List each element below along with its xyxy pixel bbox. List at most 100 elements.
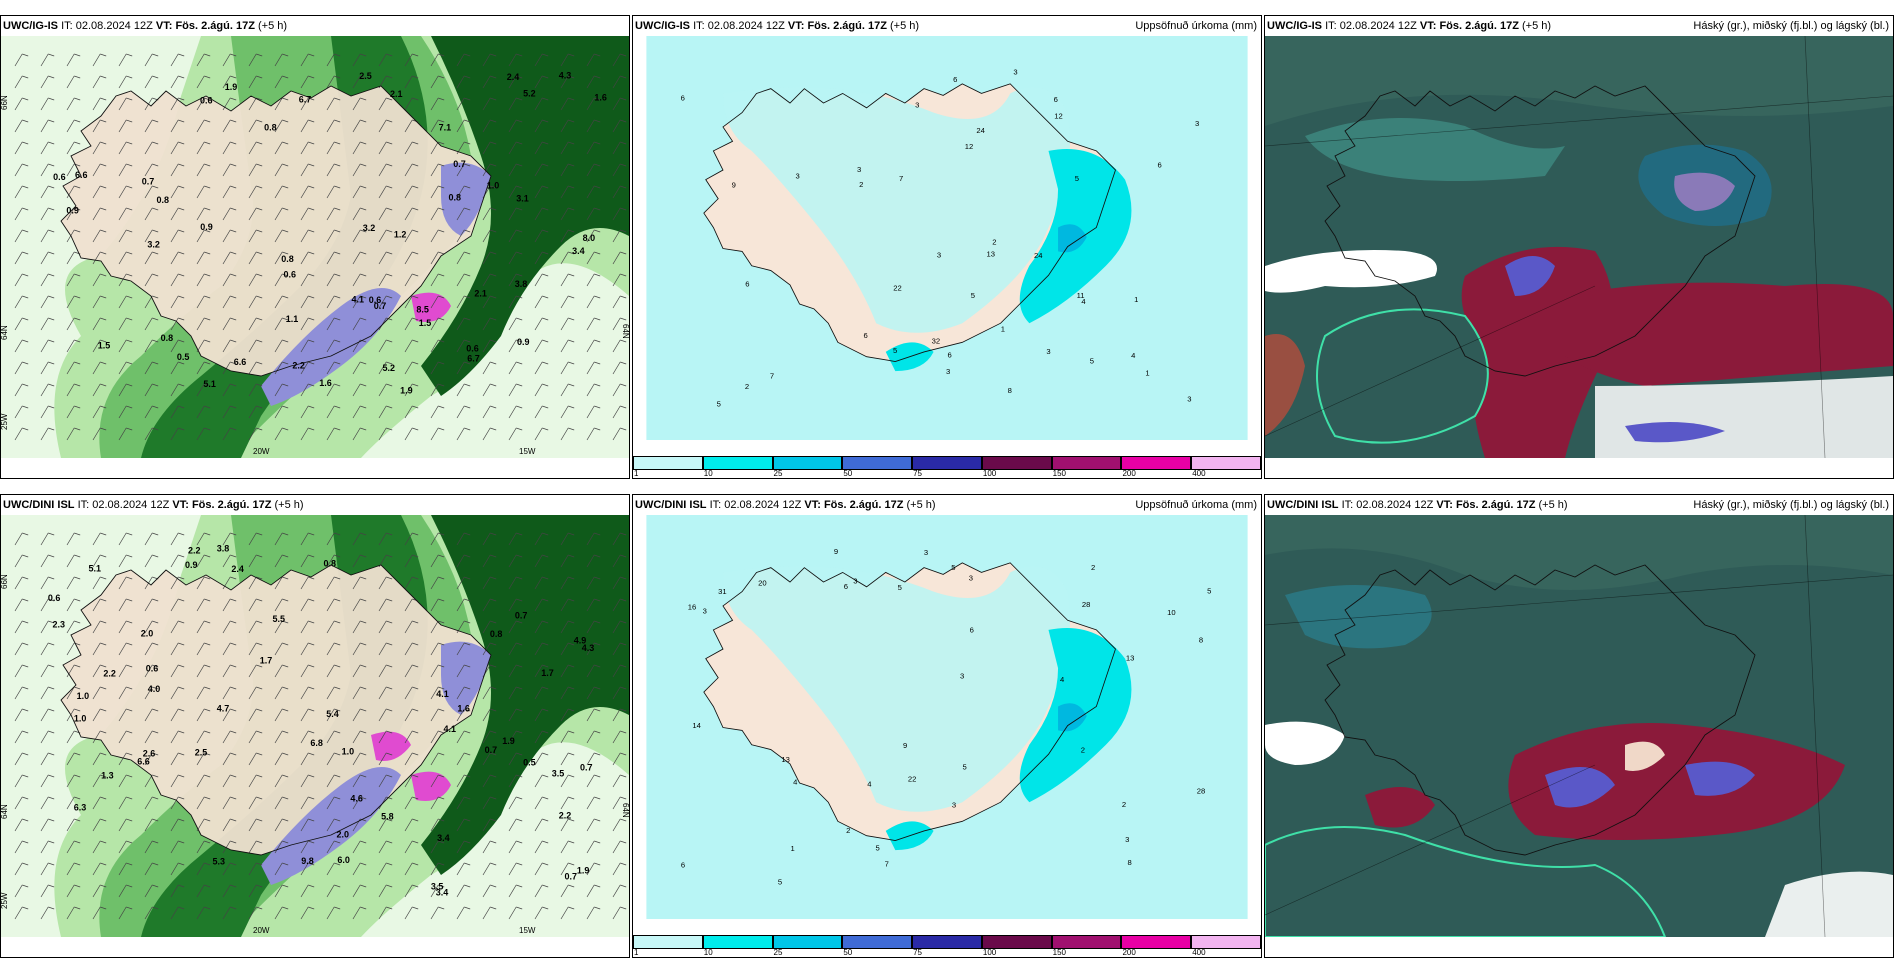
precip-value-label: 2.6	[143, 749, 156, 759]
accum-value-label: 1	[1134, 295, 1138, 304]
coastline	[1324, 564, 1756, 856]
accum-value-label: 4	[1081, 297, 1086, 306]
panel-title: Háský (gr.), miðský (fj.bl.) og lágský (…	[1693, 499, 1889, 511]
legend-label: 10	[703, 948, 713, 957]
grid-labels: 66N 64N 64N 25W 20W 15W	[1, 95, 629, 456]
accum-value-label: 7	[899, 174, 903, 183]
accum-value-label: 5	[898, 583, 902, 592]
lead-time: (+5 h)	[274, 499, 304, 511]
precip-value-label: 1.0	[342, 747, 355, 757]
legend-swatch	[633, 456, 703, 470]
precip-value-label: 2.0	[337, 830, 350, 840]
lat-label-66n: 66N	[1, 95, 9, 110]
legend-label: 25	[773, 948, 783, 957]
precip-value-label: 0.7	[374, 301, 387, 311]
precip-value-label: 4.9	[574, 636, 587, 646]
precip-value-label: 1.9	[400, 385, 413, 395]
legend-label: 1	[634, 469, 639, 478]
precip-value-label: 0.9	[66, 206, 79, 216]
precip-value-label: 3.8	[515, 279, 528, 289]
precip-value-label: 0.9	[200, 222, 213, 232]
precip-value-label: 3.4	[436, 887, 449, 897]
precip-value-label: 2.2	[559, 811, 572, 821]
accum-value-label: 6	[844, 582, 848, 591]
precip-value-label: 1.9	[577, 866, 590, 876]
wind-precip-map: 1.90.60.80.7 1.05.23.40.90.60.51.50.60.80…	[1, 36, 629, 458]
coastline	[60, 85, 492, 377]
lead-time: (+5 h)	[257, 20, 288, 32]
panel-header: UWC/DINI ISL IT: 02.08.2024 12Z VT: Fös.…	[1265, 495, 1893, 515]
accum-value-label: 11	[1077, 291, 1085, 300]
accum-value-label: 7	[885, 860, 889, 869]
legend-label: 25	[773, 469, 783, 478]
precip-value-label: 8.5	[416, 305, 429, 315]
accum-value-label: 6	[681, 94, 685, 103]
accum-value-label: 16	[688, 603, 697, 612]
cloud-cover-map	[1265, 515, 1893, 937]
lat-label-64n: 64N	[1, 325, 9, 340]
panel-title: Uppsöfnuð úrkoma (mm)	[1135, 20, 1257, 32]
coastline	[703, 562, 1116, 841]
accum-value-label: 6	[953, 75, 957, 84]
precip-value-label: 3.2	[363, 223, 376, 233]
precip-values: 1.90.60.80.7 1.05.23.40.90.60.51.50.60.80…	[53, 71, 607, 396]
accum-value-label: 28	[1197, 786, 1206, 795]
panel-header: UWC/IG-IS IT: 02.08.2024 12Z VT: Fös. 2.…	[1265, 16, 1893, 36]
accumulated-precip-panel-row2: UWC/DINI ISL IT: 02.08.2024 12Z VT: Fös.…	[632, 494, 1262, 958]
precip-value-label: 4.7	[217, 703, 230, 713]
precip-value-label: 0.6	[200, 96, 213, 106]
legend-swatch	[981, 456, 1052, 470]
accum-value-label: 24	[976, 126, 985, 135]
precip-value-label: 0.7	[453, 159, 466, 169]
accum-value-label: 2	[1122, 800, 1126, 809]
precip-value-label: 0.8	[161, 333, 174, 343]
precip-value-label: 5.4	[326, 709, 339, 719]
precip-value-label: 3.2	[147, 240, 160, 250]
precip-value-label: 4.0	[148, 684, 161, 694]
precip-value-label: 2.2	[103, 669, 116, 679]
precip-value-label: 3.1	[516, 193, 529, 203]
precip-value-label: 0.8	[281, 254, 294, 264]
accum-value-label: 6	[947, 351, 951, 360]
legend-swatch	[912, 456, 982, 470]
accum-value-label: 6	[970, 626, 974, 635]
precip-value-label: 2.5	[359, 71, 372, 81]
precip-value-label: 6.6	[137, 757, 150, 767]
accum-value-label: 6	[1054, 95, 1058, 104]
precip-value-label: 3.5	[431, 881, 444, 891]
accum-value-label: 5	[1090, 356, 1094, 365]
precip-value-label: 5.8	[381, 811, 394, 821]
accum-value-label: 4	[1060, 675, 1065, 684]
model-name: UWC/IG-IS	[3, 20, 58, 32]
accum-value-label: 3	[969, 573, 973, 582]
precip-value-label: 0.7	[565, 871, 578, 881]
accum-value-label: 3	[1187, 395, 1191, 404]
precip-value-label: 1.1	[286, 314, 299, 324]
coastline	[703, 83, 1116, 362]
precip-value-label: 0.7	[580, 763, 593, 773]
precip-value-label: 6.8	[310, 738, 323, 748]
precip-value-label: 1.0	[77, 691, 90, 701]
lat-label-66n: 66N	[1, 574, 9, 589]
precip-values: 2.20.50.71.75.53.54.32.6 1.09.80.84.11.63…	[48, 544, 594, 898]
accum-value-label: 5	[875, 843, 879, 852]
precip-value-label: 3.4	[437, 833, 450, 843]
legend-label: 150	[1052, 948, 1067, 957]
precip-value-label: 1.2	[394, 230, 407, 240]
accum-value-label: 5	[893, 346, 897, 355]
accum-value-label: 31	[718, 587, 727, 596]
precip-value-label: 2.1	[474, 289, 487, 299]
accum-value-label: 6	[681, 860, 685, 869]
precip-legend: 1 10 25 50 75 100 150 200 400	[633, 935, 1261, 957]
precip-value-label: 6.6	[234, 357, 247, 367]
precip-value-label: 5.1	[89, 564, 102, 574]
cloud-cover-panel-row2: UWC/DINI ISL IT: 02.08.2024 12Z VT: Fös.…	[1264, 494, 1894, 958]
accum-value-label: 9	[732, 181, 736, 190]
precip-value-label: 7.1	[439, 122, 452, 132]
accumulated-precip-map: 2125334656325633116336732441271261122245…	[646, 36, 1248, 440]
panel-header: UWC/IG-IS IT: 02.08.2024 12Z VT: Fös. 2.…	[633, 16, 1261, 36]
accum-value-label: 3	[857, 165, 861, 174]
lat-label-64n: 64N	[1, 804, 9, 819]
precip-value-label: 8.0	[583, 233, 596, 243]
accum-value-label: 24	[1034, 251, 1043, 260]
